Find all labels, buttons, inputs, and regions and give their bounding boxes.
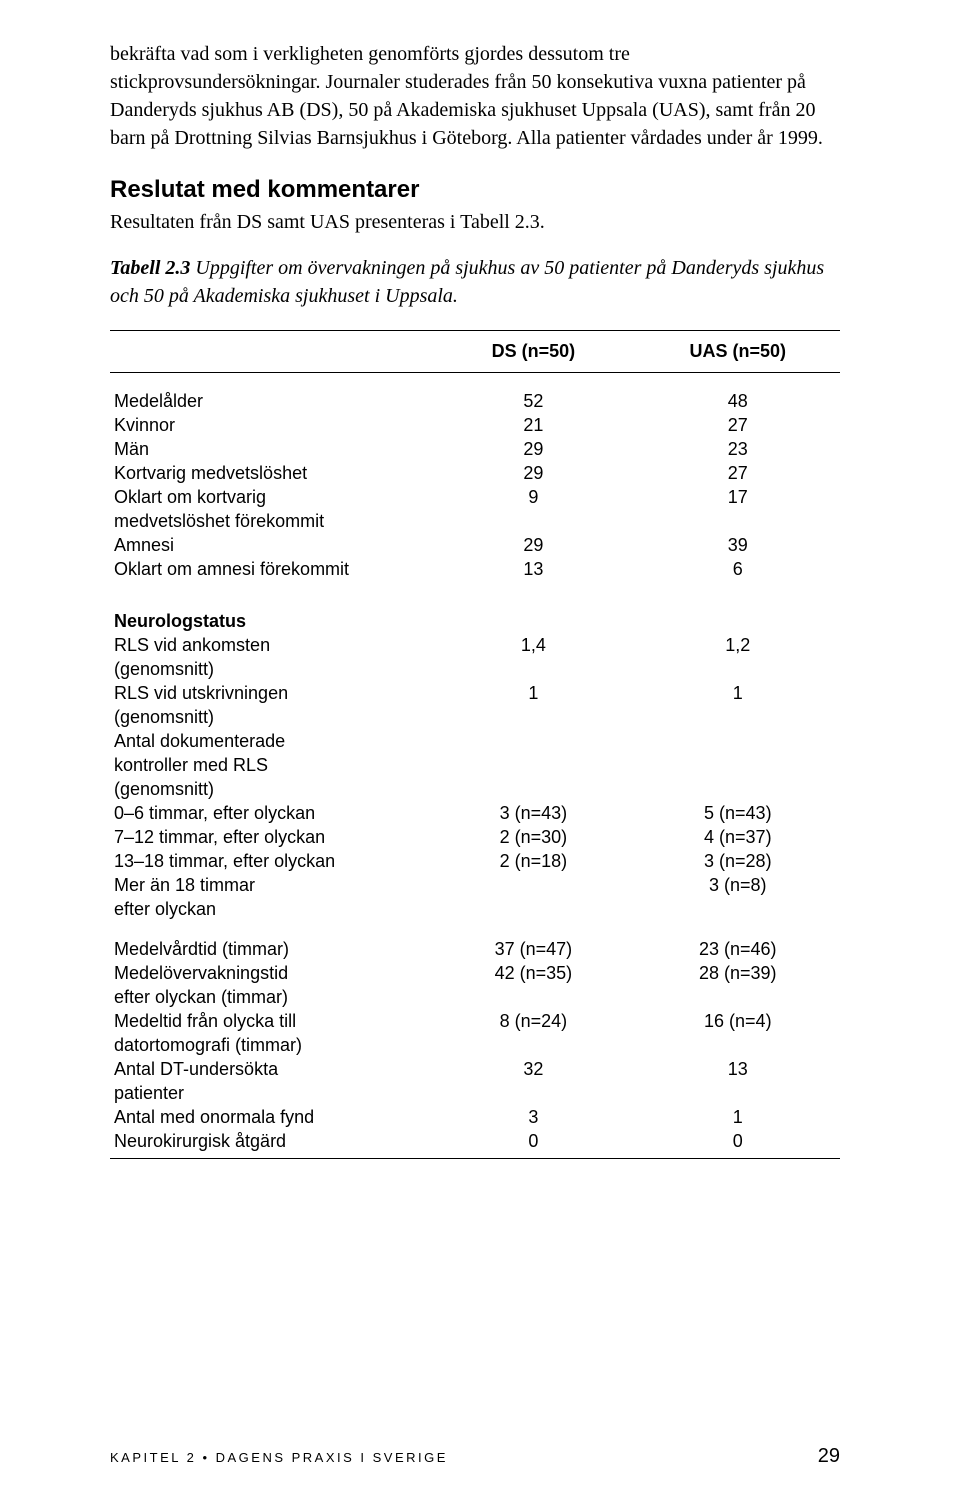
- table-row: kontroller med RLS: [110, 754, 840, 778]
- col-uas: UAS (n=50): [636, 331, 840, 373]
- table-spacer: [110, 922, 840, 938]
- table-row: Män2923: [110, 437, 840, 461]
- table-row: Amnesi2939: [110, 533, 840, 557]
- table-row: efter olyckan: [110, 898, 840, 922]
- table-row: Medeltid från olycka till8 (n=24)16 (n=4…: [110, 1010, 840, 1034]
- table-row: Antal DT-undersökta3213: [110, 1058, 840, 1082]
- table-caption: Tabell 2.3 Uppgifter om övervakningen på…: [110, 254, 840, 310]
- table-row: Oklart om kortvarig917: [110, 485, 840, 509]
- table-row: medvetslöshet förekommit: [110, 509, 840, 533]
- table-spacer: [110, 373, 840, 390]
- table-row: Medelvårdtid (timmar)37 (n=47)23 (n=46): [110, 938, 840, 962]
- table-row: Medelövervakningstid42 (n=35)28 (n=39): [110, 962, 840, 986]
- table-header-row: DS (n=50) UAS (n=50): [110, 331, 840, 373]
- table-section-spacer: [110, 581, 840, 609]
- table-row: Oklart om amnesi förekommit136: [110, 557, 840, 581]
- section-heading: Reslutat med kommentarer: [110, 176, 840, 204]
- table-row: 0–6 timmar, efter olyckan3 (n=43)5 (n=43…: [110, 802, 840, 826]
- table-row: Antal dokumenterade: [110, 730, 840, 754]
- table-row: Mer än 18 timmar3 (n=8): [110, 874, 840, 898]
- table-row: datortomografi (timmar): [110, 1034, 840, 1058]
- data-table: DS (n=50) UAS (n=50) Medelålder5248 Kvin…: [110, 330, 840, 1159]
- table-row: (genomsnitt): [110, 778, 840, 802]
- table-row: 13–18 timmar, efter olyckan2 (n=18)3 (n=…: [110, 850, 840, 874]
- table-row: RLS vid utskrivningen11: [110, 682, 840, 706]
- section-subtext: Resultaten från DS samt UAS presenteras …: [110, 208, 840, 236]
- page-number: 29: [818, 1445, 840, 1468]
- table-row: patienter: [110, 1082, 840, 1106]
- footer-chapter: KAPITEL 2 • DAGENS PRAXIS I SVERIGE: [110, 1450, 448, 1465]
- table-row: Kvinnor2127: [110, 413, 840, 437]
- table-row: Kortvarig medvetslöshet2927: [110, 461, 840, 485]
- page-footer: KAPITEL 2 • DAGENS PRAXIS I SVERIGE 29: [110, 1445, 840, 1468]
- caption-label: Tabell 2.3: [110, 257, 190, 279]
- page: bekräfta vad som i verkligheten genomför…: [0, 0, 960, 1504]
- table-row: Neurokirurgisk åtgärd00: [110, 1130, 840, 1154]
- table-section-head: Neurologstatus: [110, 609, 840, 634]
- col-empty: [110, 331, 431, 373]
- intro-paragraph: bekräfta vad som i verkligheten genomför…: [110, 40, 840, 152]
- table-row: Medelålder5248: [110, 389, 840, 413]
- col-ds: DS (n=50): [431, 331, 635, 373]
- table-row: (genomsnitt): [110, 658, 840, 682]
- table-row: 7–12 timmar, efter olyckan2 (n=30)4 (n=3…: [110, 826, 840, 850]
- caption-text: Uppgifter om övervakningen på sjukhus av…: [110, 257, 824, 307]
- table-row: efter olyckan (timmar): [110, 986, 840, 1010]
- table-bottom-rule: [110, 1154, 840, 1159]
- table-row: (genomsnitt): [110, 706, 840, 730]
- table-row: Antal med onormala fynd31: [110, 1106, 840, 1130]
- table-row: RLS vid ankomsten1,41,2: [110, 634, 840, 658]
